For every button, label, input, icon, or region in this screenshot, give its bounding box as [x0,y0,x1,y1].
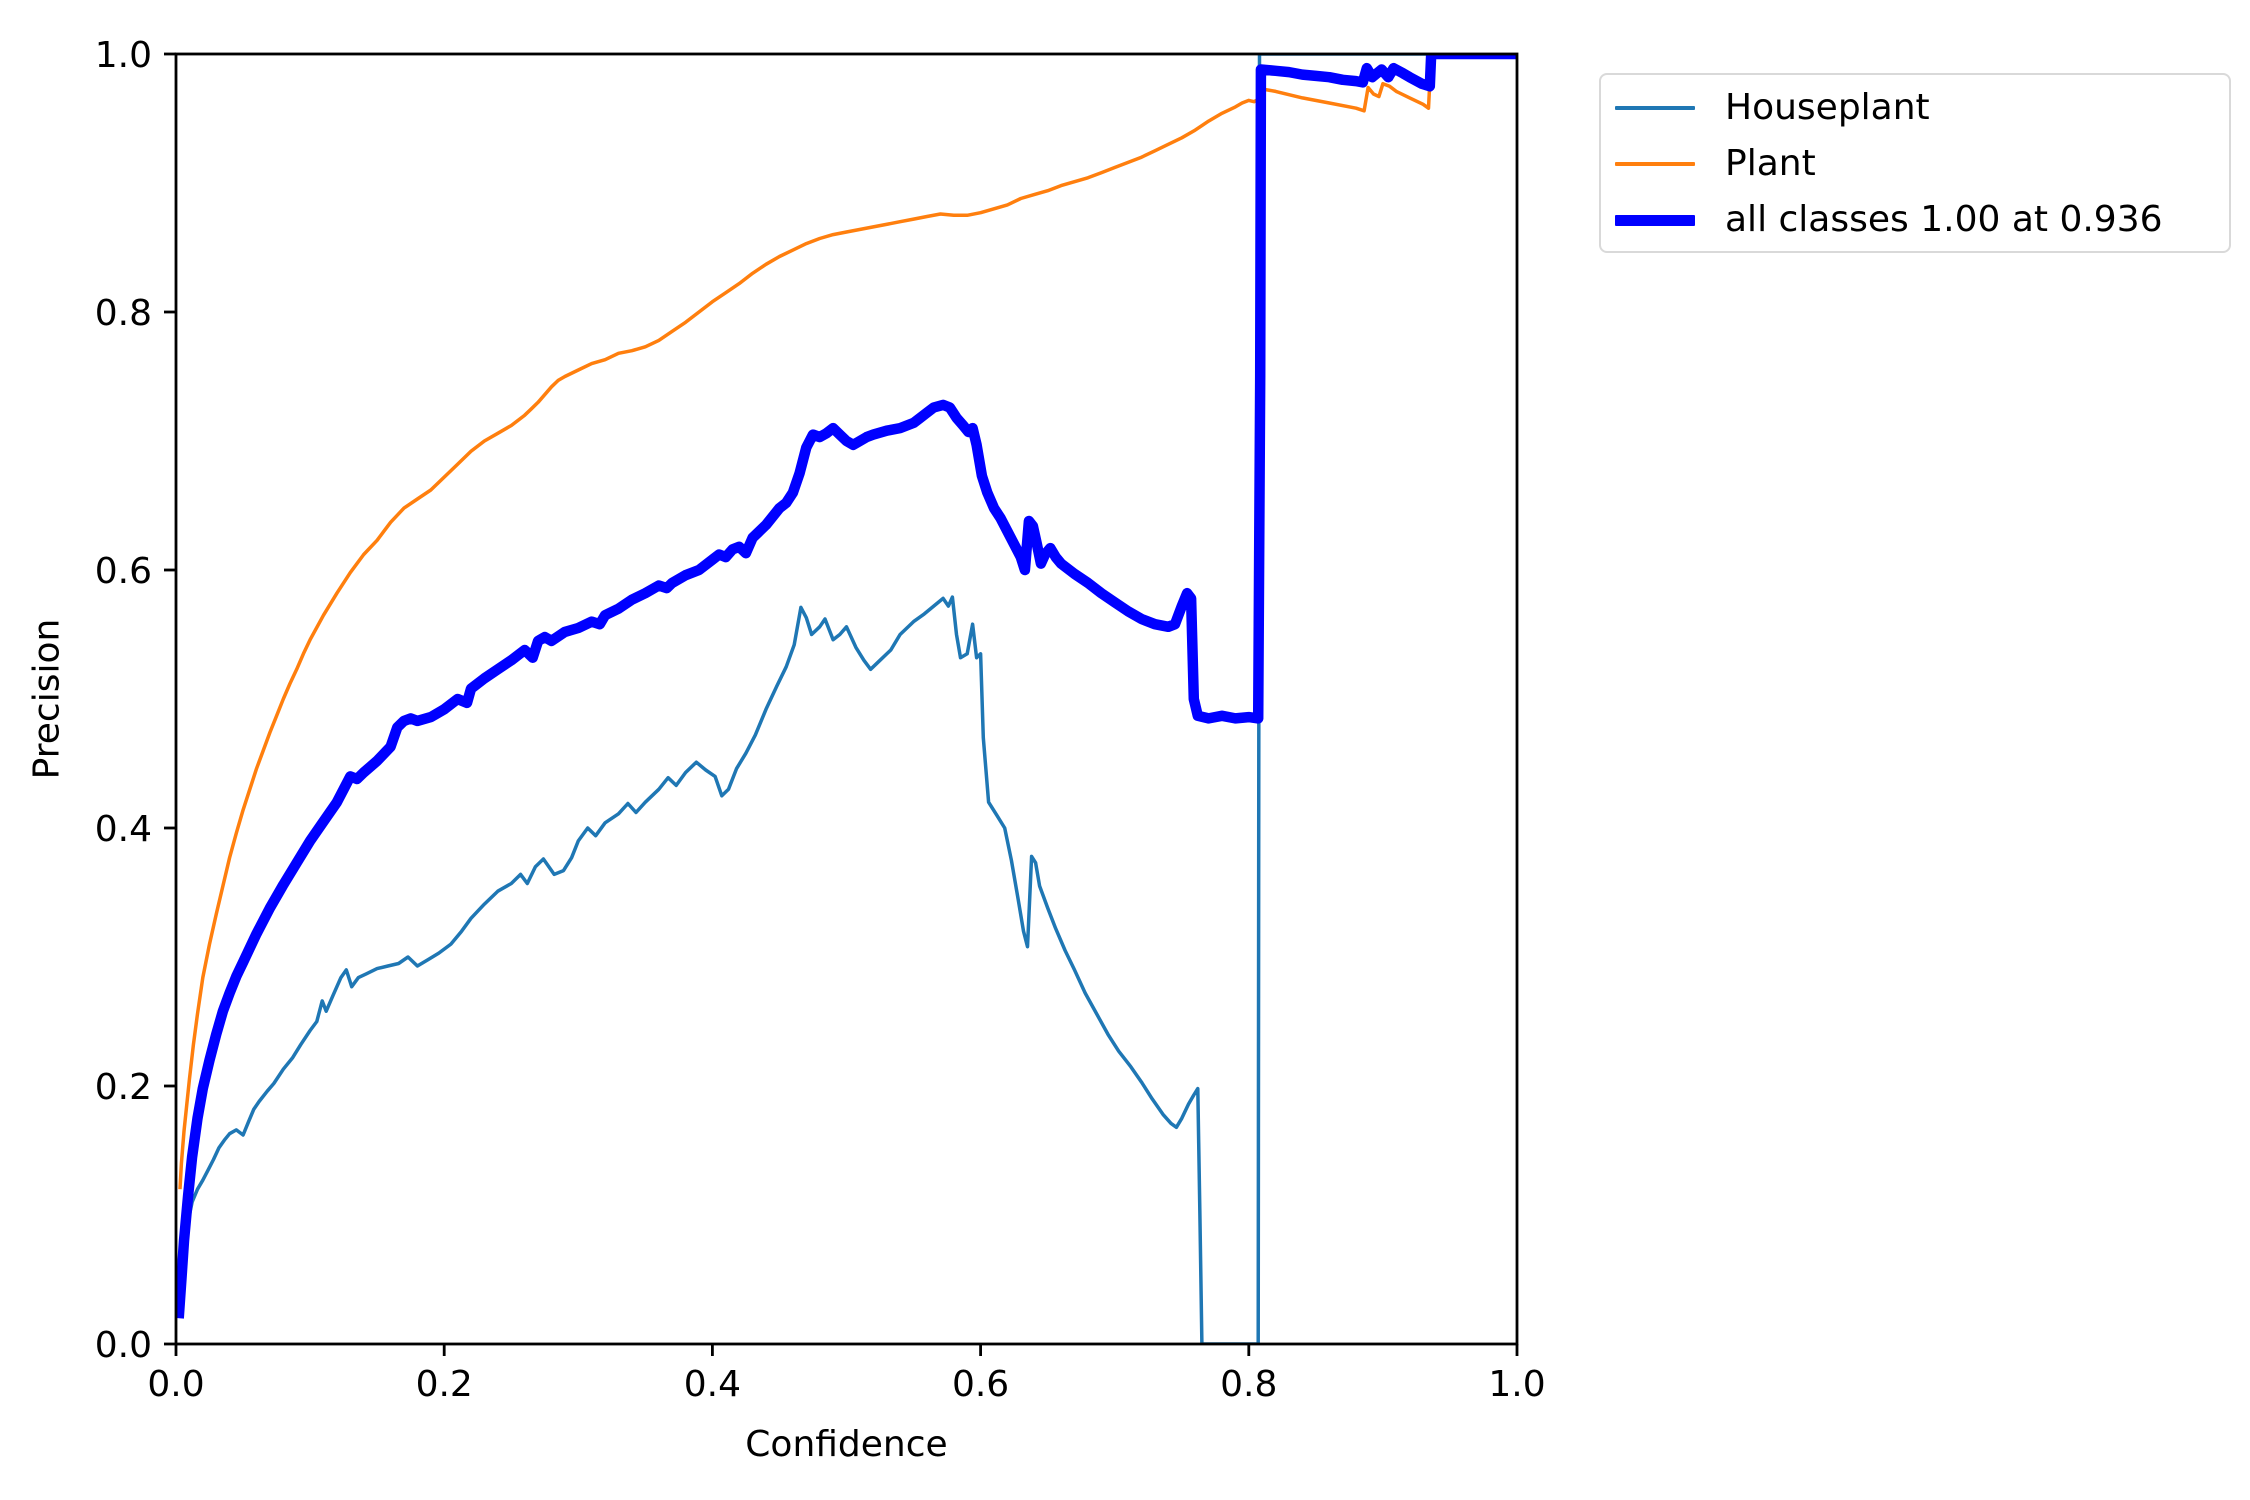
x-tick-label: 0.4 [684,1364,741,1405]
legend-label: all classes 1.00 at 0.936 [1725,199,2163,240]
legend-line-swatch [1615,106,1695,110]
legend-item-all-classes: all classes 1.00 at 0.936 [1615,192,2229,248]
y-axis-label: Precision [26,618,68,780]
legend-item-houseplant: Houseplant [1615,80,2229,136]
legend-line-swatch [1615,214,1695,226]
x-tick-label: 0.2 [416,1364,473,1405]
y-tick-label: 0.8 [95,293,152,334]
y-tick-label: 0.6 [95,551,152,592]
legend: Houseplant Plant all classes 1.00 at 0.936 [1599,73,2231,253]
x-tick-label: 0.0 [147,1364,204,1405]
x-axis-label: Confidence [745,1424,948,1465]
series-line-houseplant [176,54,1517,1344]
axes-spines [174,52,1519,1346]
y-tick-label: 1.0 [95,35,152,76]
legend-label: Houseplant [1725,87,1930,128]
y-tick-label: 0.2 [95,1067,152,1108]
legend-line-swatch [1615,162,1695,166]
legend-item-plant: Plant [1615,136,2229,192]
y-tick-label: 0.4 [95,809,152,850]
series-line-all-classes [176,54,1517,1319]
legend-label: Plant [1725,143,1816,184]
y-tick-label: 0.0 [95,1325,152,1366]
x-tick-label: 1.0 [1488,1364,1545,1405]
x-tick-label: 0.8 [1220,1364,1277,1405]
x-tick-label: 0.6 [952,1364,1009,1405]
series-line-plant [178,54,1517,1190]
